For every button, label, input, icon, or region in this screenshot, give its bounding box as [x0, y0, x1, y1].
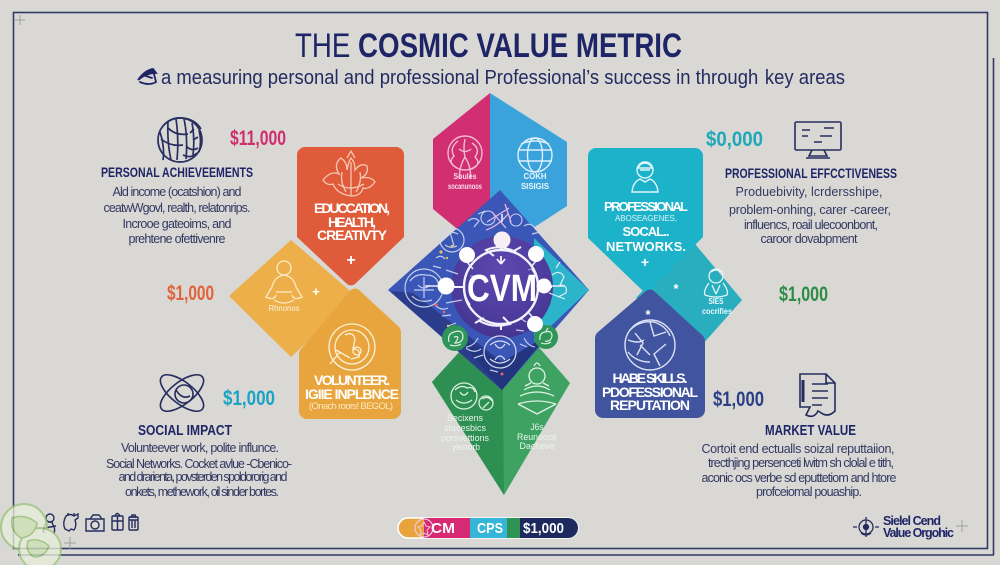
svg-text:REPUTATION: REPUTATION	[610, 397, 690, 413]
svg-text:COKH: COKH	[524, 171, 547, 181]
svg-text:PERSONAL ACHIEVEEMENTS: PERSONAL ACHIEVEEMENTS	[101, 164, 253, 180]
svg-text:Ald income (ocatshion) and: Ald income (ocatshion) and	[113, 185, 242, 199]
svg-text:$0,000: $0,000	[706, 128, 763, 151]
svg-text:influencs, roail ulecoonbont,: influencs, roail ulecoonbont,	[744, 218, 878, 232]
svg-text:porsvettions: porsvettions	[441, 433, 489, 444]
svg-text:ABOSEAGENES,: ABOSEAGENES,	[615, 214, 677, 223]
svg-text:NETWORKS.: NETWORKS.	[606, 239, 686, 254]
svg-text:MARKET VALUE: MARKET VALUE	[765, 423, 856, 439]
svg-text:PROFESSIONAL EFFCCTIVENESS: PROFESSIONAL EFFCCTIVENESS	[725, 165, 897, 181]
svg-text:ceatwWgovl, realth, relatonrip: ceatwWgovl, realth, relatonrips.	[104, 201, 251, 215]
svg-text:Value Orgohic: Value Orgohic	[883, 526, 954, 540]
svg-text:cocrifies: cocrifies	[702, 306, 732, 316]
svg-text:Becixens: Becixens	[447, 413, 483, 424]
svg-text:SOCIAL IMPACT: SOCIAL IMPACT	[138, 423, 232, 439]
svg-text:Soules: Soules	[454, 171, 477, 181]
svg-text:+: +	[346, 252, 355, 269]
svg-text:Social Networks. Cocket avlue: Social Networks. Cocket avlue -Cbenico-	[106, 457, 292, 471]
svg-text:Reunooce: Reunooce	[517, 432, 557, 443]
svg-text:$1,000: $1,000	[223, 387, 275, 410]
svg-text:Dacheve: Dacheve	[520, 441, 555, 452]
svg-text:*: *	[645, 307, 651, 322]
svg-text:$1,000: $1,000	[523, 520, 564, 537]
svg-text:IGIIE INPLBNCE: IGIIE INPLBNCE	[305, 386, 399, 402]
svg-text:Rhnonos: Rhnonos	[269, 304, 300, 313]
svg-text:+: +	[312, 284, 320, 299]
svg-text:$1,000: $1,000	[713, 388, 764, 411]
svg-text:PROFESSIONAL: PROFESSIONAL	[604, 199, 688, 214]
svg-text:stacesbics: stacesbics	[444, 423, 486, 434]
svg-text:trecthjing persenceti lwitm sh: trecthjing persenceti lwitm sh clolal e …	[708, 456, 894, 470]
svg-text:$11,000: $11,000	[230, 127, 286, 150]
svg-text:Volunteever work, polite influ: Volunteever work, polite influnce.	[121, 441, 279, 455]
svg-text:SOCAL..: SOCAL..	[623, 224, 670, 239]
svg-text:PDOFESSIONAL: PDOFESSIONAL	[602, 384, 698, 400]
svg-text:onkets, methework, oil sinder: onkets, methework, oil sinder bortes.	[125, 485, 279, 499]
svg-text:CM: CM	[431, 520, 455, 537]
svg-text:Incrooe gateoims, and: Incrooe gateoims, and	[123, 217, 232, 231]
svg-text:*: *	[673, 281, 679, 296]
svg-text:socanunoos: socanunoos	[448, 181, 482, 191]
svg-text:SISIGIS: SISIGIS	[521, 181, 549, 191]
svg-text:SIES: SIES	[709, 296, 724, 306]
svg-text:prehtene ofettivenre: prehtene ofettivenre	[129, 232, 226, 246]
svg-text:ylenorb: ylenorb	[452, 442, 480, 453]
svg-text:Produebivity, lcrdersshipe,: Produebivity, lcrdersshipe,	[736, 185, 883, 199]
svg-text:HABE SKILLS.: HABE SKILLS.	[613, 370, 688, 386]
svg-text:profceiomal pouaship.: profceiomal pouaship.	[756, 485, 862, 499]
svg-text:HEALTH,: HEALTH,	[328, 214, 376, 230]
svg-text:CPS: CPS	[477, 520, 503, 537]
svg-text:Cortoit end ectualls soizal re: Cortoit end ectualls soizal reputtaiion,	[702, 442, 895, 456]
svg-text:EDUCCATION,: EDUCCATION,	[314, 200, 390, 216]
svg-text:VOLUNTEER.: VOLUNTEER.	[314, 372, 390, 388]
svg-text:and drarienta, povsterden spol: and drarienta, povsterden spoldororig an…	[119, 470, 288, 484]
svg-text:+: +	[641, 254, 649, 270]
svg-text:aconic ocs verbe sd eputtetiom: aconic ocs verbe sd eputtetiom and htore	[702, 471, 897, 485]
svg-text:(Onach roors! BEGOL): (Onach roors! BEGOL)	[309, 401, 393, 412]
svg-text:CVM: CVM	[467, 268, 537, 310]
svg-text:$1,000: $1,000	[167, 282, 214, 305]
svg-text:THE COSMIC VALUE METRIC: THE COSMIC VALUE METRIC	[295, 27, 682, 65]
svg-text:caroor dovabpment: caroor dovabpment	[761, 232, 859, 246]
svg-text:a measuring personal and profe: a measuring personal and professional Pr…	[161, 67, 845, 89]
svg-text:J6s: J6s	[531, 422, 544, 433]
svg-text:Sielel Cend: Sielel Cend	[883, 514, 941, 528]
svg-text:$1,000: $1,000	[779, 283, 828, 306]
svg-text:CREATIVTY: CREATIVTY	[317, 227, 388, 243]
svg-text:problem-onhing, carer -career,: problem-onhing, carer -career,	[729, 203, 891, 217]
